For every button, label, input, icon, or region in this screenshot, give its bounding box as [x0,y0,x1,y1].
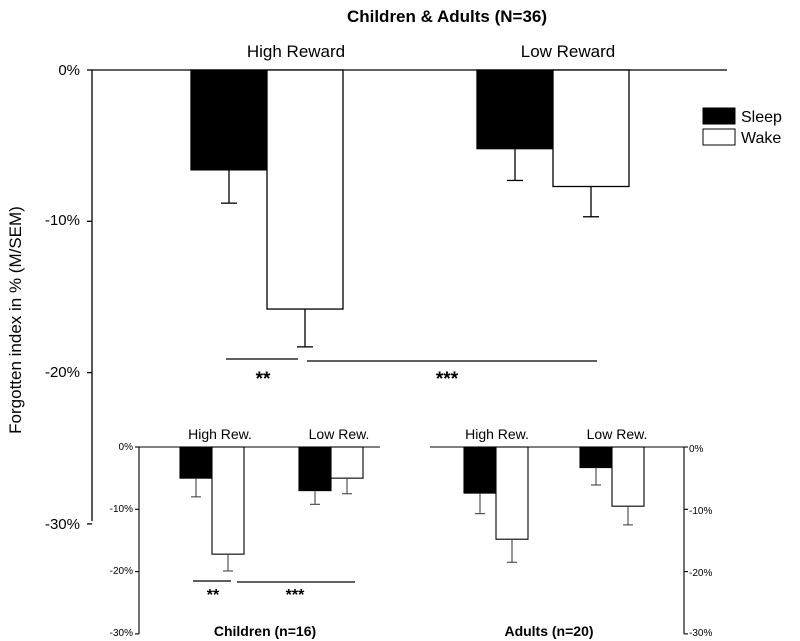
children-ytick-0: 0% [119,442,134,453]
main-bar-wake-1 [552,69,630,188]
children-bar-sleep-1 [298,446,332,492]
children-bar-sleep-0 [179,446,213,479]
adults-bar-wake-1 [611,446,645,507]
children-ytick-30: -30% [110,628,133,639]
main-y-axis-label: Forgotten index in % (M/SEM) [6,206,25,434]
adults-title: Adults (n=20) [504,623,593,639]
children-category-label-high: High Rew. [188,426,252,442]
main-ytick-0: 0% [58,62,80,79]
children-title: Children (n=16) [214,623,316,639]
adults-bar-wake-0 [495,446,529,540]
adults-category-label-high: High Rew. [465,426,529,442]
children-ytick-10: -10% [110,504,133,515]
adults-bar-sleep-1 [579,446,613,469]
legend-swatch-wake [702,128,736,146]
children-sig-label-2: *** [286,587,305,604]
children-bar-wake-0 [211,446,245,555]
adults-ytick-30: -30% [689,628,712,639]
adults-category-label-low: Low Rew. [587,426,648,442]
main-category-label-high: High Reward [247,42,345,61]
main-sig-label-2: *** [436,369,459,390]
children-sig-label-1: ** [207,587,220,604]
legend-swatch-sleep [702,107,736,125]
main-ytick-20: -20% [45,364,80,381]
main-ytick-30: -30% [45,516,80,533]
legend-label-sleep: Sleep [741,109,782,126]
children-ytick-20: -20% [110,566,133,577]
main-sig-label-1: ** [256,369,271,390]
adults-ytick-20: -20% [689,568,712,579]
main-bar-sleep-1 [476,69,554,150]
adults-ytick-0: 0% [689,444,704,455]
children-bar-wake-1 [330,446,364,479]
main-title: Children & Adults (N=36) [347,7,547,26]
children-category-label-low: Low Rew. [309,426,370,442]
main-bar-sleep-0 [190,69,268,171]
main-category-label-low: Low Reward [521,42,616,61]
main-bar-wake-0 [266,69,344,310]
legend-label-wake: Wake [741,130,781,147]
main-ytick-10: -10% [45,212,80,229]
adults-bar-sleep-0 [463,446,497,494]
adults-ytick-10: -10% [689,506,712,517]
